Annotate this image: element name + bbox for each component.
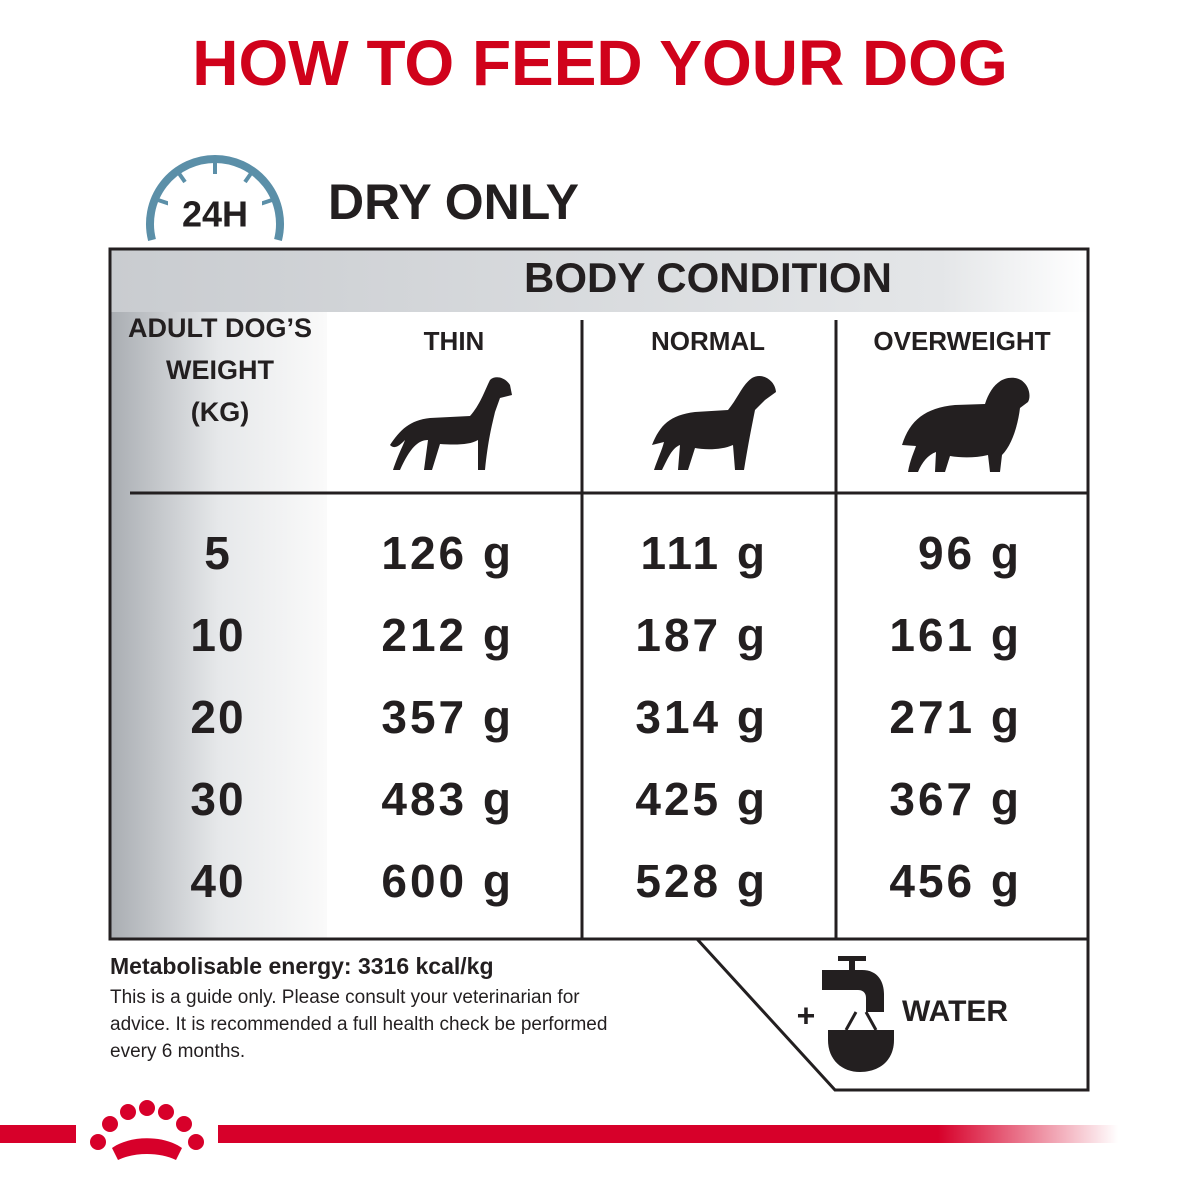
brand-line — [0, 1125, 76, 1143]
amount-cell: 357 g — [381, 691, 514, 743]
column-header: NORMAL — [651, 326, 765, 356]
amount-cell: 528 g — [635, 855, 768, 907]
column-header: OVERWEIGHT — [873, 326, 1050, 356]
row-header-bg — [110, 249, 327, 939]
tap-icon — [822, 956, 894, 1072]
water: WATER — [902, 995, 1008, 1028]
weight-cell: 5 — [204, 527, 232, 579]
row-header-line: ADULT DOG’S — [128, 313, 312, 343]
amount-cell: 425 g — [635, 773, 768, 825]
amount-cell: 600 g — [381, 855, 514, 907]
dog-normal — [652, 375, 776, 470]
badge: 24H — [182, 194, 248, 235]
weight-cell: 40 — [190, 855, 245, 907]
section-title: DRY ONLY — [328, 174, 579, 230]
note-line: advice. It is recommended a full health … — [110, 1014, 607, 1035]
clock-icon — [146, 155, 284, 241]
plus: + — [797, 997, 816, 1033]
dog-overweight — [902, 377, 1030, 472]
amount-cell: 96 g — [918, 527, 1022, 579]
weight-cell: 10 — [190, 609, 245, 661]
amount-cell: 271 g — [889, 691, 1022, 743]
amount-cell: 212 g — [381, 609, 514, 661]
amount-cell: 456 g — [889, 855, 1022, 907]
row-header-line: WEIGHT — [166, 355, 274, 385]
weight-cell: 20 — [190, 691, 245, 743]
amount-cell: 367 g — [889, 773, 1022, 825]
note: This is a guide only. Please consult you… — [110, 987, 607, 1062]
amount-cell: 126 g — [381, 527, 514, 579]
amount-cell: 187 g — [635, 609, 768, 661]
note-line: This is a guide only. Please consult you… — [110, 987, 580, 1008]
amount-cell: 483 g — [381, 773, 514, 825]
column-header: THIN — [424, 326, 485, 356]
row-header: ADULT DOG’S WEIGHT (KG) — [128, 313, 312, 427]
group-header: BODY CONDITION — [524, 254, 892, 301]
brand-line — [218, 1125, 1118, 1143]
weight-cell: 30 — [190, 773, 245, 825]
amount-cell: 111 g — [640, 527, 768, 579]
row-header-line: (KG) — [191, 397, 249, 427]
crown-logo — [90, 1100, 204, 1160]
title: HOW TO FEED YOUR DOG — [192, 27, 1007, 99]
group-header-bg — [110, 249, 1088, 312]
note-line: every 6 months. — [110, 1041, 245, 1062]
amount-cell: 314 g — [635, 691, 768, 743]
dog-icons — [390, 375, 1030, 472]
amount-cell: 161 g — [889, 609, 1022, 661]
dog-thin — [390, 377, 512, 470]
energy: Metabolisable energy: 3316 kcal/kg — [110, 953, 494, 979]
